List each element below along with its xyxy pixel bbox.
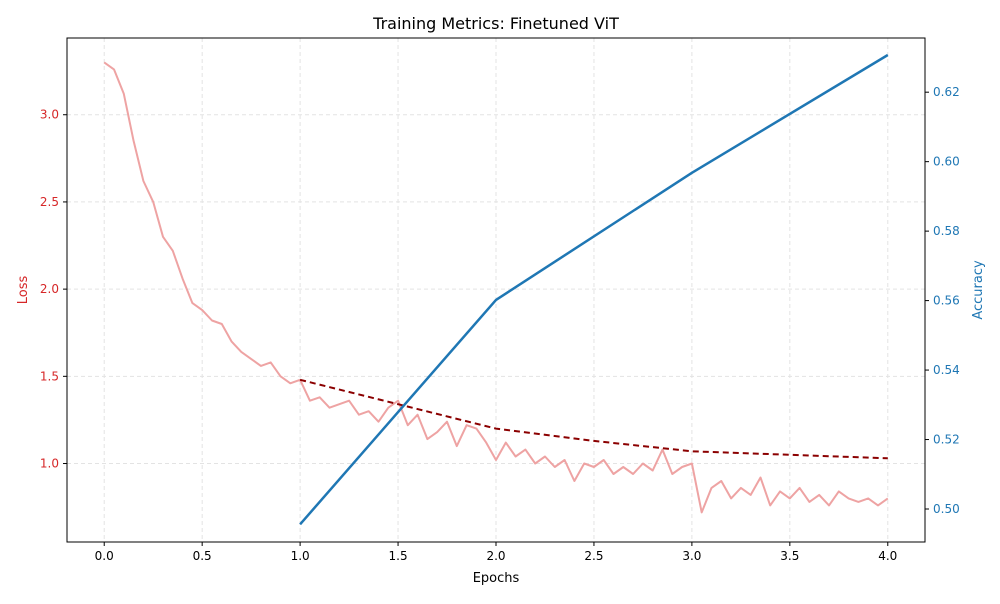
- y-left-tick-label: 1.5: [40, 369, 59, 383]
- y-left-tick-label: 2.0: [40, 282, 59, 296]
- y-axis-label-left: Loss: [16, 276, 31, 305]
- x-tick-label: 4.0: [878, 549, 897, 563]
- y-right-tick-label: 0.62: [933, 85, 960, 99]
- x-axis-label: Epochs: [473, 571, 520, 586]
- x-tick-label: 0.5: [193, 549, 212, 563]
- x-tick-label: 0.0: [95, 549, 114, 563]
- axes: 0.0 0.5 1.0 1.5 2.0 2.5 3.0 3.5 4.0 1.0 1.5 2.0 2.5 3…: [40, 85, 960, 563]
- y-left-tick-label: 1.0: [40, 457, 59, 471]
- y-left-tick-label: 3.0: [40, 108, 59, 122]
- y-right-tick-label: 0.54: [933, 363, 960, 377]
- grid: [67, 38, 925, 542]
- y-right-tick-label: 0.56: [933, 294, 960, 308]
- train-loss-line: [103, 61, 889, 514]
- y-left-tick-label: 2.5: [40, 195, 59, 209]
- x-tick-label: 1.5: [389, 549, 408, 563]
- y-right-tick-label: 0.52: [933, 433, 960, 447]
- y-axis-label-right: Accuracy: [971, 260, 986, 320]
- series-layer: [103, 53, 889, 526]
- x-tick-label: 3.5: [780, 549, 799, 563]
- x-tick-label: 2.0: [486, 549, 505, 563]
- x-tick-label: 2.5: [584, 549, 603, 563]
- x-tick-label: 1.0: [291, 549, 310, 563]
- y-right-tick-label: 0.58: [933, 224, 960, 238]
- x-tick-label: 3.0: [682, 549, 701, 563]
- val-loss-line: [299, 378, 888, 460]
- y-right-tick-label: 0.50: [933, 502, 960, 516]
- y-right-tick-label: 0.60: [933, 155, 960, 169]
- accuracy-line: [299, 53, 889, 526]
- chart-title: Training Metrics: Finetuned ViT: [372, 14, 619, 33]
